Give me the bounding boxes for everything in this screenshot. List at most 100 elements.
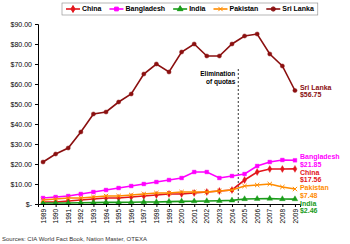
y-tick: $10.00 xyxy=(11,181,38,188)
y-tick-label: $20.00 xyxy=(11,161,33,168)
x-tick: 2008 xyxy=(279,204,286,223)
x-tick-label: 2008 xyxy=(279,209,286,224)
series-line xyxy=(43,160,295,198)
y-tick: $40.00 xyxy=(11,121,38,128)
marker xyxy=(167,70,171,74)
marker xyxy=(255,183,259,187)
x-tick: 1999 xyxy=(166,204,173,223)
marker xyxy=(179,198,185,203)
legend-item: China xyxy=(66,5,102,12)
y-tick: $90.00 xyxy=(11,21,38,28)
x-tick-mark xyxy=(232,204,233,207)
legend: ChinaBangladeshIndiaPakistanSri Lanka xyxy=(62,3,318,15)
legend-marker xyxy=(177,6,183,11)
x-tick: 1993 xyxy=(90,204,97,223)
marker xyxy=(293,158,297,162)
marker xyxy=(280,166,284,173)
marker xyxy=(79,196,83,200)
marker xyxy=(116,194,120,198)
marker xyxy=(66,196,70,200)
x-tick-mark xyxy=(194,204,195,207)
marker xyxy=(117,100,121,104)
x-tick: 2004 xyxy=(229,204,236,223)
y-tick: $20.00 xyxy=(11,161,38,168)
legend-item: India xyxy=(173,5,205,12)
x-tick-mark xyxy=(270,204,271,207)
chart: $-$10.00$20.00$30.00$40.00$50.00$60.00$7… xyxy=(0,0,350,244)
x-tick-label: 2009 xyxy=(292,209,299,224)
x-axis-line xyxy=(39,205,301,208)
x-tick-mark xyxy=(81,204,82,207)
end-labels: Sri Lanka$56.75Bangladesh$21.85China$17.… xyxy=(300,84,340,216)
marker xyxy=(103,199,109,204)
x-tick-label: 2005 xyxy=(241,209,248,224)
x-tick-label: 1999 xyxy=(166,209,173,224)
legend-marker xyxy=(271,7,275,11)
marker xyxy=(104,194,108,198)
legend-label: India xyxy=(189,5,205,12)
marker xyxy=(53,197,57,201)
marker xyxy=(268,52,272,56)
y-tick: $50.00 xyxy=(11,101,38,108)
marker xyxy=(243,172,247,176)
marker xyxy=(292,196,298,201)
marker xyxy=(167,178,171,182)
x-tick-mark xyxy=(56,204,57,207)
x-tick-label: 1998 xyxy=(153,209,160,224)
y-tick-mark xyxy=(35,184,38,185)
y-tick-label: $90.00 xyxy=(11,21,33,28)
x-tick: 1996 xyxy=(128,204,135,223)
marker xyxy=(293,88,297,92)
marker xyxy=(280,158,284,162)
marker xyxy=(179,50,183,54)
x-tick-mark xyxy=(144,204,145,207)
marker xyxy=(280,185,284,189)
x-tick: 2001 xyxy=(191,204,198,223)
marker xyxy=(65,200,71,204)
x-tick-mark xyxy=(182,204,183,207)
y-tick-label: $30.00 xyxy=(11,141,33,148)
marker xyxy=(116,199,122,204)
y-tick-label: $- xyxy=(26,201,33,208)
marker xyxy=(192,190,196,197)
marker xyxy=(230,188,234,192)
x-tick-label: 2002 xyxy=(203,209,210,224)
x-tick-mark xyxy=(43,204,44,207)
marker xyxy=(255,32,259,36)
marker xyxy=(242,184,246,188)
x-tick-label: 1994 xyxy=(103,209,110,224)
marker xyxy=(167,191,171,198)
marker xyxy=(129,184,133,188)
x-tick: 2002 xyxy=(203,204,210,223)
marker xyxy=(218,176,222,180)
series-line xyxy=(43,34,295,162)
y-tick-mark xyxy=(35,204,38,205)
y-tick: $60.00 xyxy=(11,81,38,88)
marker xyxy=(242,196,248,201)
marker xyxy=(117,186,121,190)
data-label: $56.75 xyxy=(300,91,322,99)
marker xyxy=(280,64,284,68)
y-tick: $30.00 xyxy=(11,141,38,148)
x-tick-label: 1993 xyxy=(90,209,97,224)
marker xyxy=(128,199,134,204)
x-tick-label: 1992 xyxy=(77,209,84,224)
x-tick-label: 1997 xyxy=(140,209,147,224)
x-tick-mark xyxy=(282,204,283,207)
y-axis: $-$10.00$20.00$30.00$40.00$50.00$60.00$7… xyxy=(11,21,39,208)
end-label-name: China xyxy=(300,169,320,176)
x-tick-label: 1989 xyxy=(40,209,47,224)
x-tick-mark xyxy=(93,204,94,207)
marker xyxy=(66,146,70,150)
legend-box xyxy=(62,3,318,15)
marker xyxy=(268,166,272,173)
x-tick-mark xyxy=(131,204,132,207)
x-tick: 2007 xyxy=(266,204,273,223)
legend-label: China xyxy=(82,5,102,12)
y-tick-mark xyxy=(35,44,38,45)
legend-label: Sri Lanka xyxy=(282,5,314,12)
source: Sources: CIA World Fact Book, Nation Mas… xyxy=(2,236,147,242)
legend-item: Sri Lanka xyxy=(266,5,314,12)
data-label: $2.46 xyxy=(300,207,318,215)
x-tick-mark xyxy=(106,204,107,207)
